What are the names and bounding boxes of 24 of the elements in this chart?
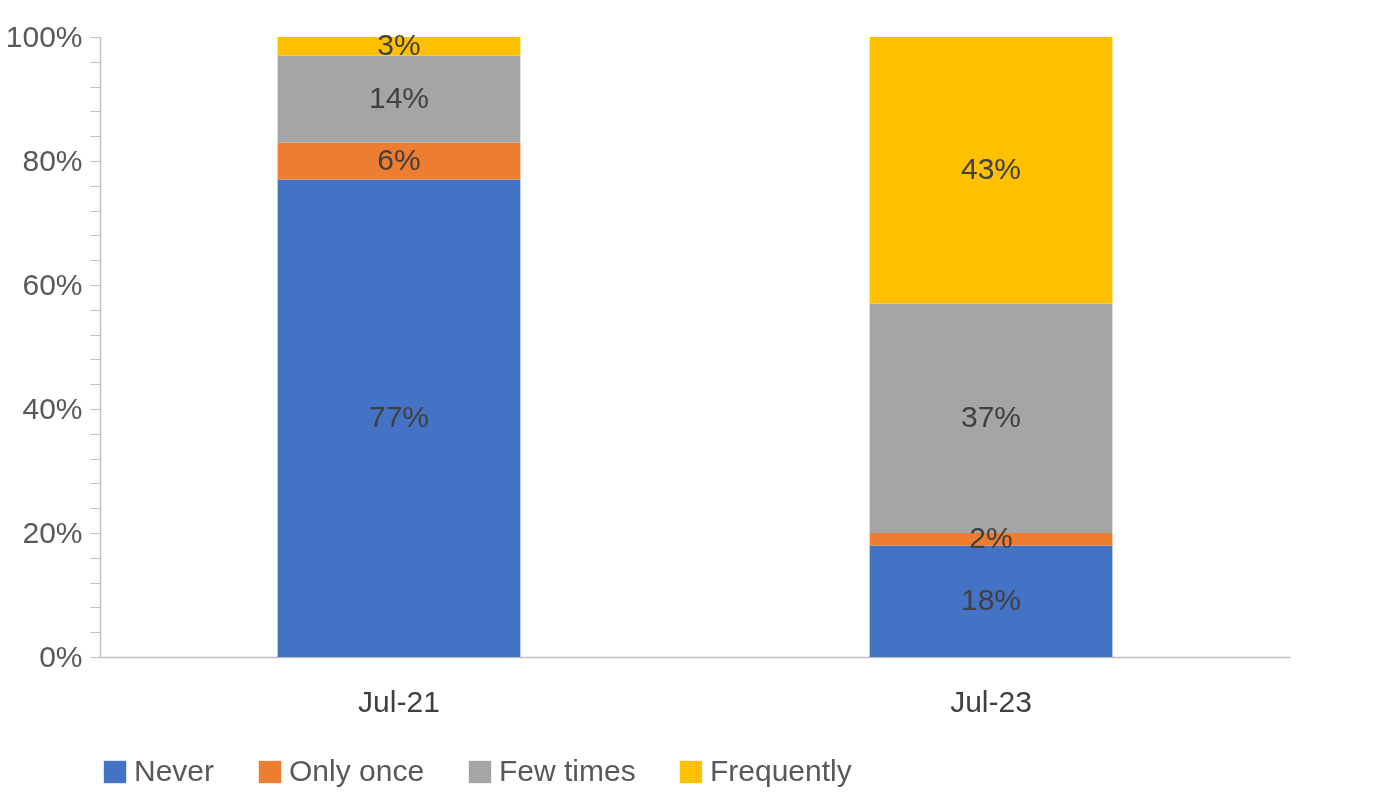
y-tick-label: 20% xyxy=(22,515,83,549)
data-label: 18% xyxy=(961,583,1022,617)
y-tick-label: 80% xyxy=(22,143,83,177)
x-tick-label: Jul-23 xyxy=(950,684,1032,718)
x-tick-label: Jul-21 xyxy=(358,684,440,718)
data-label: 6% xyxy=(377,143,421,176)
data-label: 43% xyxy=(961,152,1022,186)
data-label: 77% xyxy=(368,400,429,434)
bar xyxy=(277,179,521,657)
y-tick-label: 60% xyxy=(22,267,83,301)
bar xyxy=(869,37,1113,304)
legend-label: Never xyxy=(134,754,215,787)
bar xyxy=(277,142,521,180)
legend-label: Few times xyxy=(499,754,636,787)
data-label: 3% xyxy=(377,28,421,62)
y-tick-label: 0% xyxy=(39,639,83,673)
bar xyxy=(277,55,521,143)
y-tick-label: 100% xyxy=(5,19,83,53)
legend-label: Frequently xyxy=(710,754,852,787)
data-label: 14% xyxy=(368,81,429,114)
data-label: 37% xyxy=(961,400,1022,434)
legend-label: Only once xyxy=(289,754,425,787)
y-tick-label: 40% xyxy=(22,391,83,425)
bar xyxy=(277,37,521,56)
